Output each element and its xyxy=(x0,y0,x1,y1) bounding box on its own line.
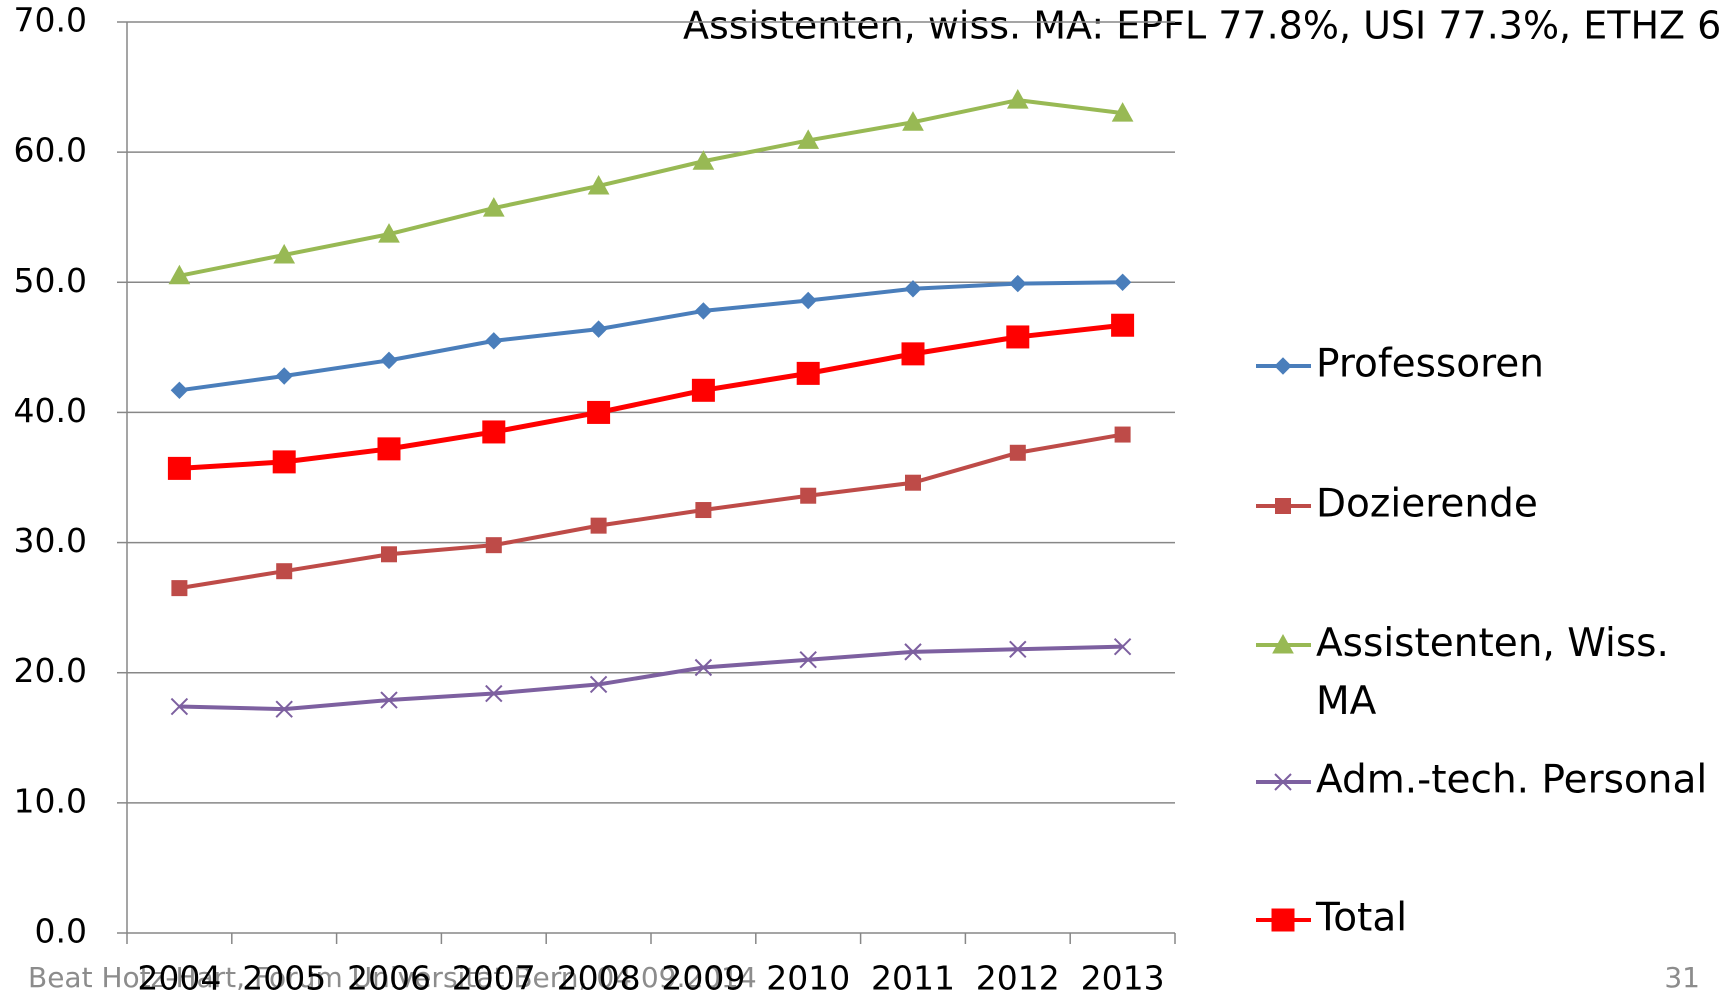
marker xyxy=(1113,273,1132,291)
marker xyxy=(168,264,191,285)
marker xyxy=(1271,908,1295,932)
x-tick-label: 2009 xyxy=(661,959,745,996)
marker xyxy=(377,437,401,461)
marker xyxy=(485,332,503,350)
legend-item: Total xyxy=(1256,896,1407,941)
legend-label: Assistenten, Wiss. MA xyxy=(1316,621,1669,724)
marker xyxy=(692,150,715,170)
x-tick-label: 2007 xyxy=(452,959,536,996)
series-line xyxy=(179,432,1123,591)
marker xyxy=(1009,640,1027,658)
marker xyxy=(380,691,398,709)
legend-item: Dozierende xyxy=(1256,482,1538,527)
marker xyxy=(590,517,607,534)
marker xyxy=(275,700,293,718)
marker xyxy=(1113,637,1132,656)
marker xyxy=(1111,313,1135,337)
marker xyxy=(1274,357,1292,375)
series-line xyxy=(179,322,1123,471)
marker xyxy=(272,450,296,474)
legend-label: Dozierende xyxy=(1316,482,1538,527)
marker xyxy=(276,563,293,580)
x-tick-label: 2011 xyxy=(871,959,955,996)
marker xyxy=(170,381,189,400)
marker xyxy=(799,291,817,310)
page-number: 31 xyxy=(1664,961,1700,994)
x-tick-label: 2004 xyxy=(137,959,221,996)
x-tick-label: 2006 xyxy=(347,959,431,996)
legend-item: Professoren xyxy=(1256,342,1544,387)
legend-label: Total xyxy=(1315,896,1407,941)
marker xyxy=(691,378,715,402)
marker xyxy=(1006,325,1030,349)
marker xyxy=(799,650,817,669)
marker xyxy=(171,580,188,597)
marker xyxy=(589,320,608,338)
marker xyxy=(1006,89,1029,109)
y-tick-label: 70.0 xyxy=(14,1,87,40)
marker xyxy=(796,361,820,385)
marker xyxy=(275,367,293,385)
series-line xyxy=(179,98,1123,278)
x-tick-label: 2012 xyxy=(976,959,1060,996)
marker xyxy=(904,643,922,661)
x-tick-label: 2010 xyxy=(766,959,850,996)
marker xyxy=(170,697,189,716)
marker xyxy=(901,342,925,366)
marker xyxy=(1275,498,1291,514)
x-tick-label: 2013 xyxy=(1081,959,1165,996)
marker xyxy=(694,658,713,677)
marker xyxy=(587,400,611,424)
legend-label: Adm.-tech. Personal xyxy=(1316,758,1707,803)
marker xyxy=(1009,444,1026,461)
legend-line-text: MA xyxy=(1316,679,1377,724)
y-tick-label: 60.0 xyxy=(14,131,87,170)
legend-item: Adm.-tech. Personal xyxy=(1256,758,1707,803)
marker xyxy=(1111,102,1134,122)
x-tick-label: 2005 xyxy=(242,959,326,996)
marker xyxy=(904,280,922,298)
marker xyxy=(1114,426,1131,443)
marker xyxy=(589,675,608,694)
marker xyxy=(695,502,712,519)
marker xyxy=(797,129,820,149)
marker xyxy=(167,456,191,480)
footer-author: Beat Hotz-Hart, Forum Universität Bern, … xyxy=(28,961,757,994)
marker xyxy=(902,111,924,131)
marker xyxy=(485,537,502,554)
y-tick-label: 50.0 xyxy=(14,261,87,300)
series-line xyxy=(179,644,1123,712)
marker xyxy=(1274,773,1292,791)
legend-label: Professoren xyxy=(1316,342,1544,387)
marker xyxy=(587,174,610,195)
marker xyxy=(1272,633,1294,654)
marker xyxy=(1009,274,1027,293)
annotation: Assistenten, wiss. MA: EPFL 77.8%, USI 7… xyxy=(683,4,1721,48)
y-tick-label: 10.0 xyxy=(14,781,87,820)
marker xyxy=(482,420,506,444)
series-line xyxy=(179,280,1123,393)
marker xyxy=(905,474,921,491)
marker xyxy=(485,684,503,703)
y-tick-label: 0.0 xyxy=(35,912,87,951)
legend-line-text: Assistenten, Wiss. xyxy=(1316,621,1669,666)
y-tick-label: 30.0 xyxy=(14,521,87,560)
marker xyxy=(800,487,817,504)
marker xyxy=(380,351,398,370)
y-tick-label: 40.0 xyxy=(14,391,87,430)
x-tick-label: 2008 xyxy=(557,959,641,996)
marker xyxy=(694,302,713,320)
marker xyxy=(378,223,400,243)
marker xyxy=(482,197,505,217)
legend-item: Assistenten, Wiss. MA xyxy=(1256,621,1669,724)
marker xyxy=(273,243,296,264)
y-tick-label: 20.0 xyxy=(14,651,87,690)
marker xyxy=(381,546,397,563)
